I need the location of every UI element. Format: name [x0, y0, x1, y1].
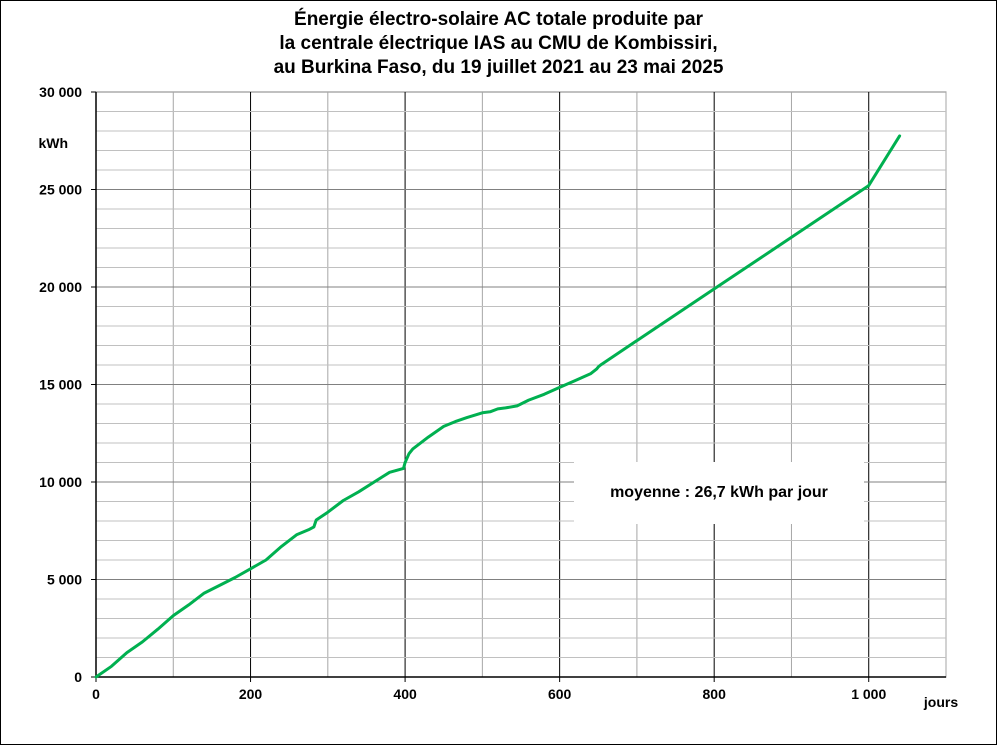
y-tick-label: 0	[74, 669, 82, 685]
grid-lines	[96, 92, 947, 677]
annotation-text: moyenne : 26,7 kWh par jour	[610, 484, 828, 501]
x-tick-label: 0	[92, 686, 100, 702]
y-tick-label: 20 000	[39, 279, 82, 295]
average-annotation: moyenne : 26,7 kWh par jour	[574, 462, 864, 524]
y-tick-label: 15 000	[39, 377, 82, 393]
annotation-background	[574, 462, 864, 524]
chart-title-line-2: la centrale électrique IAS au CMU de Kom…	[279, 33, 718, 54]
x-tick-label: 400	[393, 686, 417, 702]
y-tick-label: 5 000	[47, 572, 82, 588]
series-line-energy	[94, 134, 902, 679]
y-axis-label: kWh	[38, 135, 68, 151]
x-tick-label: 1 000	[851, 686, 886, 702]
tick-labels: 0 5 000 10 000 15 000 20 000 25 000 30 000 0 200…	[39, 84, 886, 702]
y-tick-label: 10 000	[39, 474, 82, 490]
y-tick-label: 25 000	[39, 182, 82, 198]
x-tick-label: 600	[548, 686, 572, 702]
x-tick-label: 800	[703, 686, 727, 702]
x-axis-label: jours	[923, 694, 958, 710]
y-tick-label: 30 000	[39, 84, 82, 100]
chart-title-line-3: au Burkina Faso, du 19 juillet 2021 au 2…	[273, 57, 724, 78]
chart-title-line-1: Énergie électro-solaire AC totale produi…	[294, 9, 703, 30]
x-tick-label: 200	[239, 686, 263, 702]
chart-title: Énergie électro-solaire AC totale produi…	[0, 8, 997, 80]
